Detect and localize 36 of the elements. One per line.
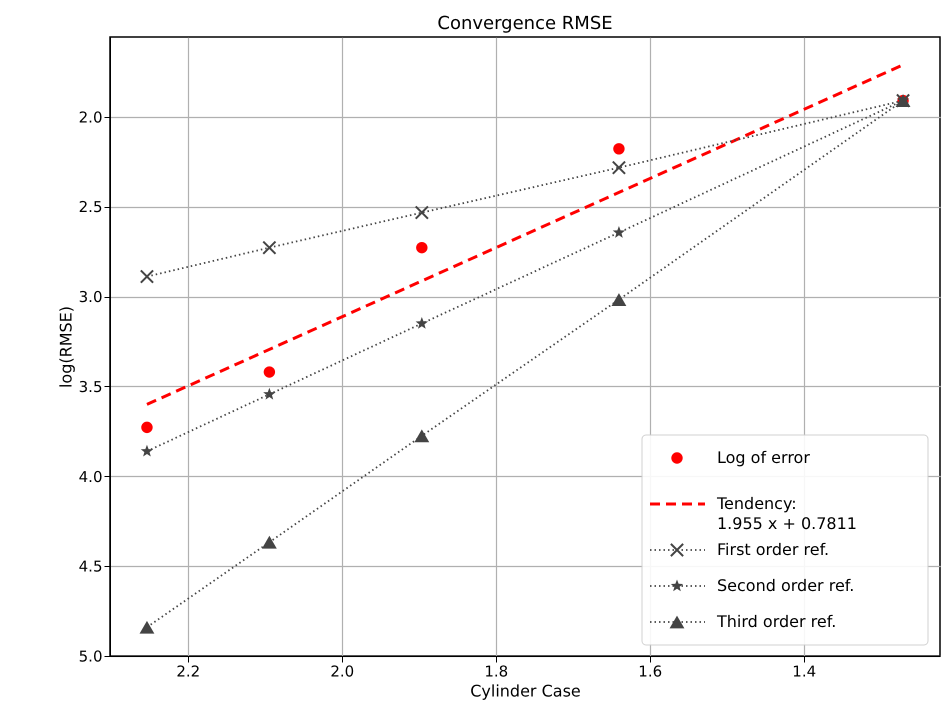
legend-label: Log of error [717,448,810,467]
y-tick-label: 5.0 [78,648,102,666]
x-tick-label: 1.4 [792,662,816,680]
point [140,444,154,457]
point [414,429,430,442]
point [263,388,276,400]
point [141,422,153,434]
legend-label: Third order ref. [716,612,836,631]
chart-title: Convergence RMSE [437,13,613,34]
point [414,205,429,220]
point [612,293,626,306]
point [262,536,277,549]
legend-label: First order ref. [717,540,830,559]
y-tick-label: 4.5 [78,558,102,576]
point [613,143,625,154]
y-tick-label: 4.0 [78,468,102,486]
x-tick-label: 1.8 [484,662,508,680]
y-tick-label: 3.5 [78,378,102,396]
y-tick-label: 3.0 [78,288,102,306]
x-axis-title: Cylinder Case [470,682,581,700]
point [416,242,428,254]
point [140,620,154,634]
point [262,240,276,255]
point [416,316,428,329]
x-tick-label: 2.2 [176,662,200,680]
x-tick-label: 1.6 [638,662,662,680]
x-tick-label: 2.0 [330,662,354,680]
point [612,226,626,238]
point [264,366,276,378]
point [612,160,626,175]
legend-label: Tendency: 1.955 x + 0.7811 [716,494,857,533]
point [140,269,154,284]
legend-label: Second order ref. [717,576,854,595]
y-tick-label: 2.0 [78,108,102,126]
y-tick-label: 2.5 [78,198,102,216]
y-axis-title: log(RMSE) [56,306,76,388]
